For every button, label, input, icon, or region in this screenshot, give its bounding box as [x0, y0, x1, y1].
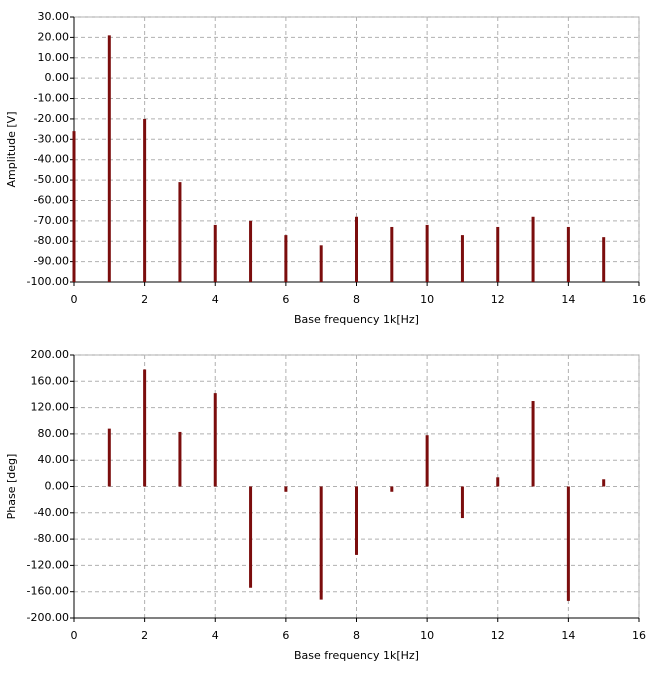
x-tick-label: 0 [71, 293, 78, 306]
y-tick-label: -120.00 [27, 558, 69, 571]
x-tick-label: 8 [353, 293, 360, 306]
y-tick-label: 0.00 [45, 480, 70, 493]
y-tick-label: -80.00 [34, 234, 69, 247]
y-tick-label: 160.00 [31, 374, 70, 387]
y-tick-label: -30.00 [34, 132, 69, 145]
y-tick-label: 200.00 [31, 348, 70, 361]
y-tick-label: 0.00 [45, 71, 70, 84]
stem [213, 224, 217, 282]
stem [284, 235, 288, 282]
y-tick-label: -90.00 [34, 255, 69, 268]
stem [178, 431, 182, 487]
x-tick-label: 4 [212, 293, 219, 306]
y-tick-label: 20.00 [38, 30, 70, 43]
stem [249, 220, 253, 282]
stem [602, 479, 606, 487]
y-axis-label: Amplitude [V] [5, 112, 18, 188]
stem [249, 486, 253, 588]
x-axis-label: Base frequency 1k[Hz] [294, 649, 419, 662]
x-axis-label: Base frequency 1k[Hz] [294, 313, 419, 326]
stem [390, 486, 394, 492]
x-tick-label: 10 [420, 629, 434, 642]
x-tick-label: 2 [141, 293, 148, 306]
stem [496, 477, 500, 487]
x-tick-label: 6 [282, 293, 289, 306]
stem [143, 369, 147, 487]
y-tick-label: 10.00 [38, 51, 70, 64]
stem [319, 245, 323, 282]
y-tick-label: 120.00 [31, 401, 70, 414]
x-tick-label: 12 [491, 293, 505, 306]
y-tick-label: -50.00 [34, 173, 69, 186]
y-tick-label: 30.00 [38, 10, 70, 23]
stem [531, 401, 535, 487]
x-tick-label: 14 [561, 629, 575, 642]
x-tick-label: 2 [141, 629, 148, 642]
stem [602, 237, 606, 282]
y-tick-label: -40.00 [34, 506, 69, 519]
stem [425, 224, 429, 282]
stem [566, 486, 570, 601]
y-tick-label: -80.00 [34, 532, 69, 545]
y-tick-label: -60.00 [34, 193, 69, 206]
stem [460, 235, 464, 282]
stem [496, 226, 500, 282]
stem [566, 226, 570, 282]
x-tick-label: 14 [561, 293, 575, 306]
stem [107, 35, 111, 282]
stem [178, 182, 182, 282]
y-tick-label: -20.00 [34, 112, 69, 125]
x-tick-label: 0 [71, 629, 78, 642]
y-tick-label: -160.00 [27, 585, 69, 598]
y-axis-label: Phase [deg] [5, 454, 18, 520]
y-tick-label: -70.00 [34, 214, 69, 227]
stem [390, 226, 394, 282]
stem [355, 216, 358, 282]
stem [213, 393, 217, 487]
stem [107, 428, 111, 487]
stem [319, 486, 323, 600]
y-tick-label: -200.00 [27, 611, 69, 624]
y-tick-label: -100.00 [27, 275, 69, 288]
stem [425, 435, 429, 487]
y-tick-label: 40.00 [38, 453, 70, 466]
x-tick-label: 6 [282, 629, 289, 642]
x-tick-label: 4 [212, 629, 219, 642]
y-tick-label: -40.00 [34, 153, 69, 166]
y-tick-label: -10.00 [34, 92, 69, 105]
stem [72, 131, 76, 282]
x-tick-label: 16 [632, 293, 646, 306]
stem [143, 118, 147, 282]
x-tick-label: 8 [353, 629, 360, 642]
y-tick-label: 80.00 [38, 427, 70, 440]
stem [460, 486, 464, 519]
x-tick-label: 10 [420, 293, 434, 306]
x-tick-label: 16 [632, 629, 646, 642]
stem [531, 216, 535, 282]
x-tick-label: 12 [491, 629, 505, 642]
stem [355, 486, 358, 555]
stem [284, 486, 288, 492]
